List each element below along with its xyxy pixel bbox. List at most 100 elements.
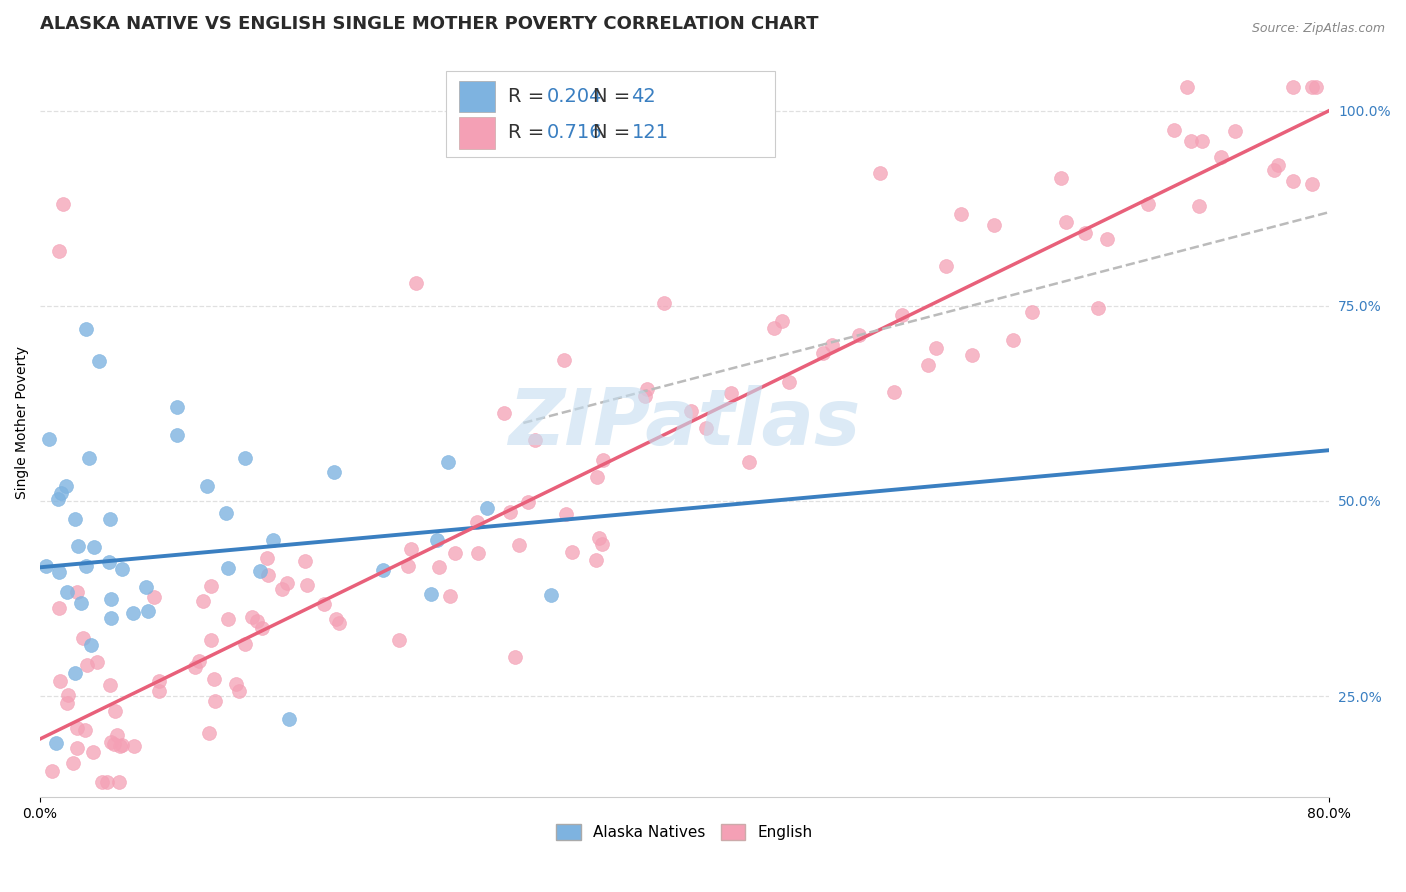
Point — [75, 723, 97, 737]
Point — [517, 495, 540, 509]
Point — [35, 558, 58, 573]
Point — [148, 674, 170, 689]
Text: N =: N = — [593, 87, 637, 106]
Point — [1175, 80, 1198, 95]
Point — [312, 598, 335, 612]
Point — [48, 244, 70, 259]
Point — [1281, 80, 1303, 95]
Point — [184, 660, 207, 674]
Point — [100, 678, 122, 692]
Point — [80, 638, 103, 652]
Point — [72, 631, 94, 645]
Point — [1074, 227, 1097, 241]
Point — [437, 455, 460, 469]
Point — [1301, 80, 1323, 95]
Point — [49, 485, 72, 500]
Point — [325, 612, 347, 626]
Point — [41, 764, 63, 778]
Point — [246, 614, 269, 628]
Point — [1267, 158, 1289, 172]
Point — [100, 734, 122, 748]
Point — [225, 677, 247, 691]
Point — [1180, 134, 1202, 148]
Point — [38, 432, 60, 446]
Point — [883, 384, 905, 399]
Point — [371, 563, 394, 577]
Point — [634, 389, 657, 403]
Point — [82, 745, 104, 759]
Point — [401, 541, 423, 556]
Point — [1263, 162, 1285, 177]
Point — [508, 538, 530, 552]
Point — [86, 655, 108, 669]
Point — [588, 531, 610, 545]
Point — [737, 455, 759, 469]
Point — [1305, 80, 1327, 95]
Point — [191, 593, 214, 607]
Point — [135, 580, 157, 594]
Point — [503, 650, 526, 665]
Point — [166, 428, 188, 442]
Point — [426, 533, 449, 547]
Point — [1223, 124, 1246, 138]
Point — [278, 713, 301, 727]
Point — [63, 512, 86, 526]
Point — [108, 739, 131, 754]
Point — [1049, 171, 1071, 186]
Point — [233, 451, 256, 466]
Point — [388, 633, 411, 648]
Point — [444, 546, 467, 560]
Point — [66, 722, 89, 736]
Text: N =: N = — [593, 123, 637, 143]
Point — [322, 465, 344, 479]
Text: 0.204: 0.204 — [547, 87, 602, 106]
Point — [540, 588, 562, 602]
Point — [98, 555, 121, 569]
Point — [256, 550, 278, 565]
Point — [89, 353, 111, 368]
Point — [56, 688, 79, 702]
Point — [110, 562, 132, 576]
Point — [70, 597, 93, 611]
Point — [166, 401, 188, 415]
Point — [935, 259, 957, 273]
Point — [1301, 177, 1323, 191]
Point — [76, 657, 98, 672]
Point — [276, 575, 298, 590]
Point — [679, 404, 702, 418]
Point — [1087, 301, 1109, 315]
Point — [104, 704, 127, 718]
Point — [1021, 305, 1043, 319]
Point — [136, 603, 159, 617]
Point — [46, 491, 69, 506]
Point — [198, 726, 221, 740]
Point — [108, 775, 131, 789]
Point — [75, 322, 97, 336]
Point — [553, 353, 575, 368]
Point — [214, 506, 236, 520]
Point — [48, 601, 70, 615]
Point — [45, 736, 67, 750]
Point — [439, 590, 461, 604]
Point — [1002, 333, 1025, 347]
Point — [83, 540, 105, 554]
Point — [121, 606, 143, 620]
Point — [257, 568, 280, 582]
Point — [524, 433, 547, 447]
Point — [498, 505, 520, 519]
Point — [467, 546, 489, 560]
Point — [62, 756, 84, 770]
Point — [271, 582, 294, 596]
Point — [652, 296, 675, 310]
Point — [107, 728, 129, 742]
Point — [427, 559, 450, 574]
Point — [262, 533, 284, 547]
Point — [66, 741, 89, 756]
Point — [142, 591, 165, 605]
Point — [328, 615, 350, 630]
Point — [475, 501, 498, 516]
Point — [811, 345, 834, 359]
Point — [148, 684, 170, 698]
Point — [228, 684, 250, 698]
Text: R =: R = — [508, 87, 550, 106]
